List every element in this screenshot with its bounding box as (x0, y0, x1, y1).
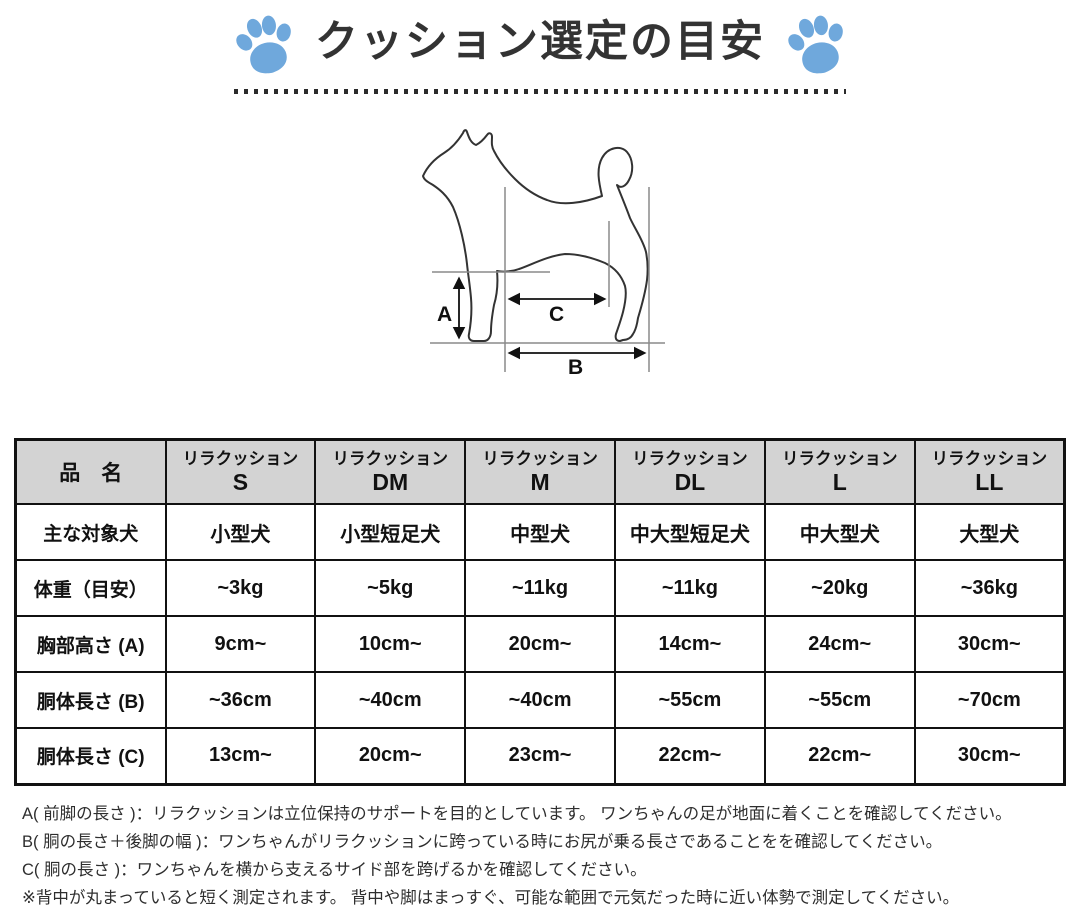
size-table: 品 名 リラクッション S リラクッション DM リラクッション M リラクッシ… (14, 438, 1066, 786)
table-cell: 小型短足犬 (314, 503, 467, 561)
dog-measurement-diagram: A C B (422, 129, 665, 379)
note-a: A( 前脚の長さ )：リラクッションは立位保持のサポートを目的としています。 ワ… (22, 804, 1012, 823)
table-cell: ~40cm (314, 671, 467, 729)
page-title: クッション選定の目安 (315, 17, 765, 66)
table-cell: 23cm~ (464, 727, 616, 785)
row-label: 胴体長さ (B) (14, 671, 167, 729)
table-cell: 中型犬 (464, 503, 616, 561)
measurement-arrows (452, 276, 647, 360)
column-header-l: リラクッション L (763, 438, 916, 505)
column-header-m: リラクッション M (464, 438, 616, 505)
table-cell: ~36kg (913, 559, 1066, 617)
table-cell: 20cm~ (314, 727, 467, 785)
table-cell: ~11kg (464, 559, 616, 617)
label-b: B (568, 356, 583, 379)
table-cell: 10cm~ (314, 615, 467, 673)
footnotes: A( 前脚の長さ )：リラクッションは立位保持のサポートを目的としています。 ワ… (22, 800, 1080, 912)
table-cell: ~55cm (763, 671, 916, 729)
row-label: 胸部高さ (A) (14, 615, 167, 673)
measurement-guide-lines (430, 187, 665, 372)
table-cell: ~20kg (763, 559, 916, 617)
table-cell: 24cm~ (763, 615, 916, 673)
table-cell: ~11kg (613, 559, 766, 617)
dotted-divider (234, 89, 846, 94)
table-cell: ~5kg (314, 559, 467, 617)
table-row-weight: 体重（目安） ~3kg ~5kg ~11kg ~11kg ~20kg ~36kg (14, 559, 1066, 617)
label-c: C (549, 303, 564, 326)
diagram-section: A C B (0, 119, 1080, 434)
table-cell: 30cm~ (913, 615, 1066, 673)
table-cell: 30cm~ (913, 727, 1066, 785)
title-row: クッション選定の目安 (0, 8, 1080, 80)
column-header-ll: リラクッション LL (913, 438, 1066, 505)
header: クッション選定の目安 (0, 0, 1080, 94)
table-cell: 中大型短足犬 (613, 503, 766, 561)
corner-cell: 品 名 (14, 438, 167, 505)
column-header-s: リラクッション S (164, 438, 317, 505)
row-label: 胴体長さ (C) (14, 727, 167, 785)
dog-outline (422, 129, 649, 342)
label-a: A (437, 303, 452, 326)
table-row-body-length-b: 胴体長さ (B) ~36cm ~40cm ~40cm ~55cm ~55cm ~… (14, 671, 1066, 729)
row-label: 体重（目安） (14, 559, 167, 617)
table-cell: 小型犬 (164, 503, 317, 561)
note-b: B( 胴の長さ＋後脚の幅 )：ワンちゃんがリラクッションに跨っている時にお尻が乗… (22, 832, 943, 851)
table-cell: 中大型犬 (763, 503, 916, 561)
table-cell: 大型犬 (913, 503, 1066, 561)
table-cell: 13cm~ (164, 727, 317, 785)
table-row-chest-height: 胸部高さ (A) 9cm~ 10cm~ 20cm~ 14cm~ 24cm~ 30… (14, 615, 1066, 673)
table-header-row: 品 名 リラクッション S リラクッション DM リラクッション M リラクッシ… (14, 438, 1066, 505)
table-cell: 20cm~ (464, 615, 616, 673)
column-header-dm: リラクッション DM (314, 438, 467, 505)
paw-icon (788, 15, 843, 74)
table-cell: 22cm~ (763, 727, 916, 785)
table-cell: ~70cm (913, 671, 1066, 729)
table-cell: ~55cm (613, 671, 766, 729)
table-cell: 22cm~ (613, 727, 766, 785)
note-c: C( 胴の長さ )：ワンちゃんを横から支えるサイド部を跨げるかを確認してください… (22, 860, 647, 879)
row-label: 主な対象犬 (14, 503, 167, 561)
note-caution: ※背中が丸まっていると短く測定されます。 背中や脚はまっすぐ、可能な範囲で元気だ… (22, 888, 960, 907)
column-header-dl: リラクッション DL (613, 438, 766, 505)
table-cell: 14cm~ (613, 615, 766, 673)
table-cell: 9cm~ (164, 615, 317, 673)
table-row-body-length-c: 胴体長さ (C) 13cm~ 20cm~ 23cm~ 22cm~ 22cm~ 3… (14, 727, 1066, 785)
table-cell: ~40cm (464, 671, 616, 729)
table-cell: ~36cm (164, 671, 317, 729)
table-row-target-dog: 主な対象犬 小型犬 小型短足犬 中型犬 中大型短足犬 中大型犬 大型犬 (14, 503, 1066, 561)
paw-icon (236, 15, 291, 74)
table-cell: ~3kg (164, 559, 317, 617)
